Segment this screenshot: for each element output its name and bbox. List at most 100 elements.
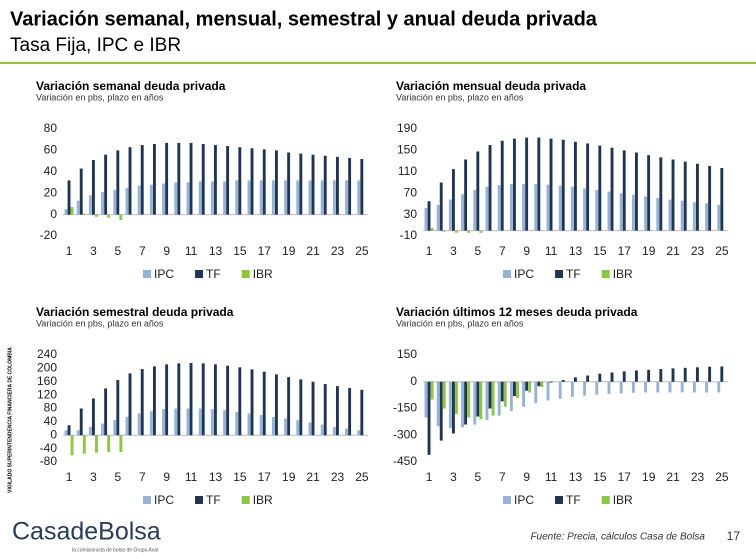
bar <box>558 185 562 231</box>
bar <box>671 159 675 231</box>
bar <box>162 409 166 436</box>
bar <box>335 386 339 436</box>
bar <box>308 422 312 436</box>
x-tick-label: 9 <box>523 470 530 484</box>
x-tick-label: 13 <box>209 244 223 258</box>
bar <box>503 381 507 407</box>
y-tick-label: 160 <box>37 374 57 388</box>
legend-swatch <box>503 496 511 504</box>
y-tick-label: 150 <box>397 143 417 157</box>
bar <box>274 150 278 215</box>
legend-label: IBR <box>613 267 633 281</box>
bar <box>119 214 123 220</box>
bar <box>88 195 92 215</box>
bar <box>226 365 230 436</box>
bar <box>558 381 562 399</box>
legend-label: TF <box>206 267 221 281</box>
page-number: 17 <box>727 529 741 543</box>
legend-swatch <box>195 270 204 278</box>
bar <box>186 408 190 436</box>
bar <box>473 189 477 231</box>
bar <box>284 180 288 215</box>
bar <box>67 180 71 215</box>
bar <box>717 204 721 231</box>
bar <box>479 381 483 420</box>
bar <box>348 157 352 215</box>
bar <box>455 230 458 233</box>
bar <box>174 182 178 215</box>
chart-title: Variación semanal deuda privada <box>36 79 226 93</box>
chart-title: Variación mensual deuda privada <box>396 79 586 93</box>
bar <box>198 408 202 436</box>
bar <box>177 142 181 215</box>
bar <box>116 150 120 215</box>
x-tick-label: 25 <box>355 470 369 484</box>
bar <box>644 381 648 393</box>
legend-swatch <box>241 496 250 504</box>
x-tick-label: 1 <box>426 470 433 484</box>
bar <box>198 181 202 215</box>
bar <box>516 381 519 398</box>
bar <box>82 213 86 215</box>
bar <box>165 142 169 215</box>
bar <box>680 200 684 231</box>
bar <box>500 381 504 402</box>
bar <box>101 192 105 215</box>
bar <box>708 165 712 231</box>
bar <box>235 180 239 215</box>
bar <box>152 143 156 215</box>
legend-label: IPC <box>514 493 534 507</box>
legend-swatch <box>601 496 610 504</box>
bar <box>250 148 254 215</box>
bar <box>467 381 471 418</box>
bar <box>622 371 626 382</box>
legend-swatch <box>503 270 511 278</box>
bar <box>485 381 489 421</box>
bar <box>296 180 300 215</box>
y-tick-label: 120 <box>37 387 57 401</box>
bar <box>95 214 98 217</box>
bar <box>680 381 684 393</box>
bar <box>448 199 452 231</box>
legend-label: IBR <box>253 493 273 507</box>
slide-title: Variación semanal, mensual, semestral y … <box>10 8 598 30</box>
bar <box>201 143 205 215</box>
bar <box>705 381 709 393</box>
x-tick-label: 5 <box>115 244 122 258</box>
bar <box>692 202 696 231</box>
x-tick-label: 25 <box>715 244 729 258</box>
legend-swatch <box>143 496 151 504</box>
bar <box>546 184 550 231</box>
bar <box>177 363 181 436</box>
y-tick-label: 60 <box>44 143 58 157</box>
bar <box>213 364 217 436</box>
bar <box>561 139 565 231</box>
bar <box>430 227 434 231</box>
bar <box>238 147 242 215</box>
bar <box>634 152 638 231</box>
bar <box>210 409 214 436</box>
y-tick-label: -10 <box>400 228 418 242</box>
x-tick-label: 17 <box>618 470 632 484</box>
x-tick-label: 21 <box>306 244 320 258</box>
y-tick-label: 80 <box>44 401 58 415</box>
bar <box>107 435 111 452</box>
bar <box>451 169 455 231</box>
bar <box>522 184 526 231</box>
x-tick-label: 21 <box>666 470 680 484</box>
bar <box>427 381 431 455</box>
legend-swatch <box>555 496 564 504</box>
bar <box>464 381 468 425</box>
bar <box>512 138 516 231</box>
bar <box>345 428 349 436</box>
bar <box>631 194 635 231</box>
legend-label: IPC <box>154 267 174 281</box>
bar <box>137 185 141 215</box>
bar <box>534 184 538 231</box>
bar <box>271 416 275 436</box>
x-tick-label: 19 <box>282 470 296 484</box>
bar <box>152 366 156 436</box>
bar <box>88 426 92 436</box>
bar <box>348 388 352 436</box>
